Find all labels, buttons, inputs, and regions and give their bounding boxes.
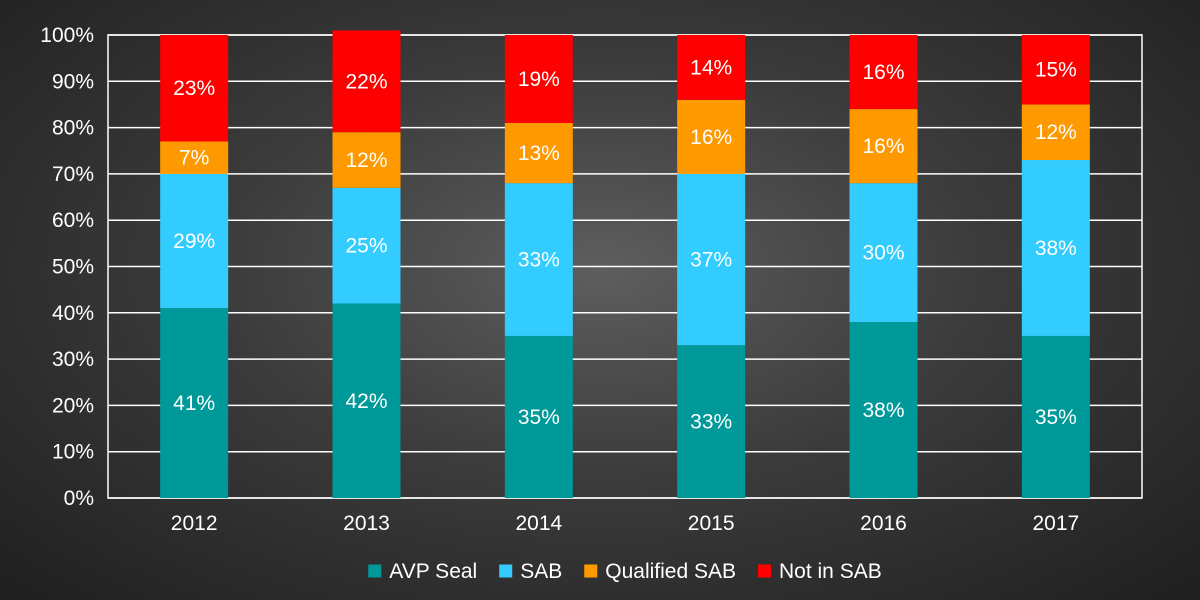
bar-segment-avp-seal [1021,335,1090,498]
data-label: 41% [173,392,215,415]
data-label: 7% [179,147,209,170]
bar-segment-avp-seal [504,335,573,498]
bar-segment-not-in-sab [504,35,573,123]
data-label: 16% [862,61,904,84]
bar-segment-avp-seal [849,322,918,498]
y-tick-label: 50% [52,256,94,279]
data-label: 33% [690,411,732,434]
y-tick-label: 0% [64,487,94,510]
data-label: 13% [518,142,560,165]
y-tick-label: 60% [52,209,94,232]
gridlines [107,34,1143,499]
bar-segment-qualified-sab [332,132,401,188]
bar-segment-sab [849,183,918,323]
legend-label-sab: SAB [520,560,562,583]
bar-segment-not-in-sab [849,35,918,110]
legend-label-not-in-sab: Not in SAB [779,560,882,583]
data-label: 30% [862,242,904,265]
data-label: 37% [690,249,732,272]
x-tick-label: 2013 [343,512,390,535]
bar-segment-sab [1021,160,1090,336]
data-label: 38% [1035,237,1077,260]
legend-swatch-not-in-sab [758,564,772,578]
legend-swatch-avp-seal [368,564,382,578]
bar-segment-avp-seal [332,303,401,498]
data-label: 42% [345,390,387,413]
bars: 41% 29% 7% 23% 42% 25% 12% 22% 35% 33% 13% 19% 33% 37… [160,30,1090,498]
bar-segment-sab [332,187,401,304]
data-label: 22% [345,70,387,93]
x-tick-label: 2017 [1032,512,1079,535]
bar-segment-not-in-sab [1021,35,1090,105]
legend-label-qualified-sab: Qualified SAB [605,560,736,583]
bar-segment-qualified-sab [504,122,573,184]
legend-swatch-sab [499,564,513,578]
bar-segment-qualified-sab [849,109,918,184]
y-tick-label: 70% [52,163,94,186]
y-tick-label: 100% [40,24,94,47]
legend: AVP Seal SAB Qualified SAB Not in SAB [368,560,882,583]
bar-segment-qualified-sab [160,141,229,174]
data-label: 29% [173,230,215,253]
bar-segment-not-in-sab [332,30,401,133]
data-label: 12% [345,149,387,172]
y-tick-label: 80% [52,117,94,140]
data-label: 16% [862,135,904,158]
x-tick-label: 2014 [515,512,562,535]
bar-segment-sab [160,173,229,309]
x-tick-label: 2015 [688,512,735,535]
bar-segment-avp-seal [160,308,229,498]
y-tick-label: 10% [52,441,94,464]
legend-swatch-qualified-sab [584,564,598,578]
y-axis-ticks: 0% 10% 20% 30% 40% 50% 60% 70% 80% 90% 100% [40,24,94,510]
bar-segment-not-in-sab [677,35,746,100]
x-tick-label: 2012 [171,512,218,535]
bar-segment-not-in-sab [160,35,229,142]
legend-label-avp-seal: AVP Seal [389,560,477,583]
x-axis-ticks: 2012 2013 2014 2015 2016 2017 [171,512,1079,535]
y-tick-label: 20% [52,394,94,417]
bar-segment-qualified-sab [1021,104,1090,161]
bar-segment-qualified-sab [677,99,746,174]
x-tick-label: 2016 [860,512,907,535]
data-label: 14% [690,56,732,79]
data-label: 35% [1035,406,1077,429]
y-tick-label: 30% [52,348,94,371]
bar-segment-sab [504,183,573,336]
data-label: 19% [518,68,560,91]
y-tick-label: 40% [52,302,94,325]
data-label: 12% [1035,121,1077,144]
data-label: 33% [518,249,560,272]
data-label: 15% [1035,59,1077,82]
data-label: 23% [173,77,215,100]
data-label: 38% [862,399,904,422]
bar-segment-sab [677,173,746,346]
data-label: 16% [690,126,732,149]
bar-segment-avp-seal [677,345,746,498]
data-label: 25% [345,235,387,258]
y-tick-label: 90% [52,70,94,93]
data-label: 35% [518,406,560,429]
